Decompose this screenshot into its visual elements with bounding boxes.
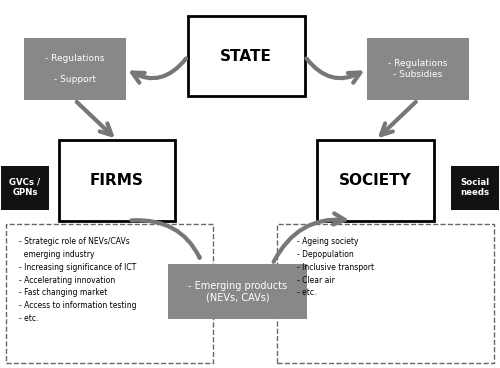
Text: Social
needs: Social needs (460, 178, 490, 197)
Text: SOCIETY: SOCIETY (339, 173, 412, 188)
FancyBboxPatch shape (278, 224, 494, 363)
FancyBboxPatch shape (6, 224, 212, 363)
FancyBboxPatch shape (367, 38, 469, 100)
FancyBboxPatch shape (317, 140, 434, 220)
Text: GVCs /
GPNs: GVCs / GPNs (10, 178, 40, 197)
FancyBboxPatch shape (452, 166, 498, 209)
FancyBboxPatch shape (2, 166, 48, 209)
FancyBboxPatch shape (24, 38, 126, 100)
FancyBboxPatch shape (58, 140, 176, 220)
Text: - Ageing society
- Depopulation
- Inclusive transport
- Clear air
- etc.: - Ageing society - Depopulation - Inclus… (297, 237, 374, 297)
Text: - Strategic role of NEVs/CAVs
  emerging industry
- Increasing significance of I: - Strategic role of NEVs/CAVs emerging i… (19, 237, 136, 323)
Text: - Emerging products
(NEVs, CAVs): - Emerging products (NEVs, CAVs) (188, 281, 287, 302)
Text: - Regulations

- Support: - Regulations - Support (45, 54, 104, 84)
FancyBboxPatch shape (168, 264, 307, 319)
Text: STATE: STATE (220, 49, 272, 64)
Text: - Regulations
- Subsidies: - Regulations - Subsidies (388, 59, 448, 79)
FancyBboxPatch shape (188, 16, 304, 96)
Text: FIRMS: FIRMS (90, 173, 144, 188)
